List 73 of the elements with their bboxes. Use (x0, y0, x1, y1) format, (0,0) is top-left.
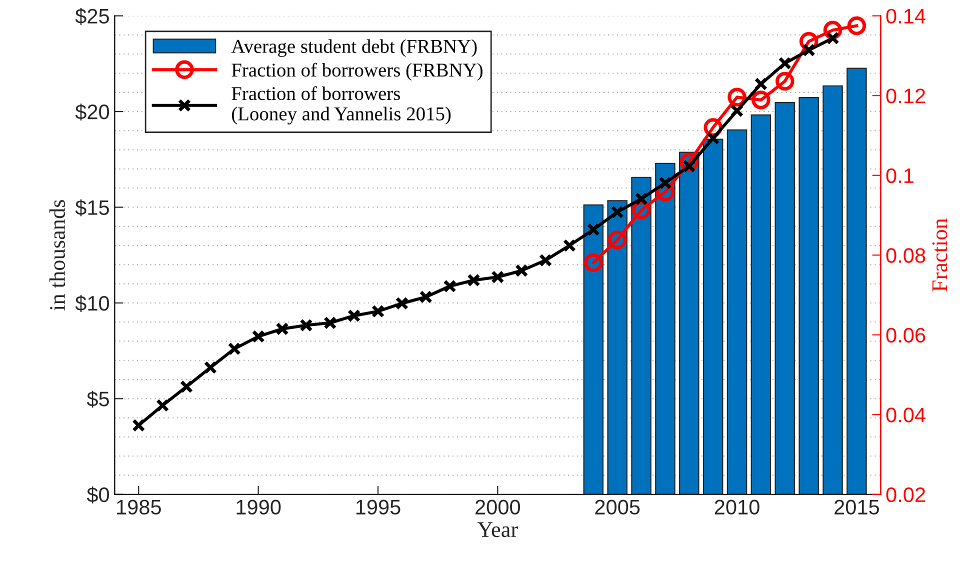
bar (607, 200, 628, 494)
point (324, 316, 337, 330)
point (608, 230, 627, 250)
bar (679, 152, 700, 494)
legend-label: Fraction of borrowers (FRBNY) (232, 62, 482, 81)
point (634, 192, 648, 206)
bar (631, 176, 652, 494)
y-tick-label: $25 (75, 8, 109, 25)
y2-tick-label: 0.04 (886, 408, 926, 422)
x-tick-label: 1995 (356, 500, 400, 515)
bar (750, 114, 772, 494)
point (586, 222, 600, 236)
point (730, 104, 744, 118)
point (276, 322, 289, 336)
point (300, 318, 313, 332)
y2-tick-label: 0.08 (886, 248, 926, 263)
point (778, 56, 792, 70)
x-tick-label: 1985 (117, 500, 161, 515)
point (419, 290, 432, 304)
bar (702, 138, 724, 494)
y2-tick-label: 0.1 (886, 168, 914, 184)
point (491, 270, 504, 284)
bar (846, 68, 867, 494)
y-tick-label: $0 (86, 486, 110, 504)
legend-label: Average student debt (FRBNY) (231, 39, 477, 57)
point (347, 309, 361, 322)
y2-axis-title: Fraction (932, 218, 948, 292)
y-tick-label: $5 (86, 390, 109, 408)
point (826, 32, 840, 45)
point (371, 304, 385, 318)
bar (774, 102, 796, 494)
bar (798, 97, 819, 494)
point (610, 205, 624, 219)
x-tick-label: 2015 (834, 500, 879, 515)
point (847, 16, 866, 36)
bar (726, 129, 748, 494)
x-tick-label: 2010 (714, 500, 760, 515)
point (776, 72, 794, 91)
point (395, 296, 409, 310)
point (802, 44, 816, 57)
point (204, 360, 218, 374)
point (752, 90, 770, 110)
point (228, 342, 241, 356)
y2-tick-label: 0.06 (886, 328, 926, 343)
point (515, 264, 528, 278)
point (443, 280, 456, 293)
x-axis-title: Year (477, 522, 518, 538)
bar (822, 85, 843, 494)
point (754, 77, 768, 91)
point (467, 274, 480, 287)
bar (583, 204, 604, 494)
point (728, 88, 746, 107)
point (658, 176, 672, 190)
x-tick-label: 1990 (236, 500, 281, 515)
point (584, 253, 603, 272)
x-tick-label: 2000 (476, 500, 520, 515)
y-axis-title: in thousands (49, 200, 66, 310)
legend-label: Fraction of borrowers (Looney and Yannelis 2015) (232, 86, 451, 124)
y-tick-label: $20 (75, 104, 110, 121)
point (156, 398, 170, 412)
y-tick-label: $15 (75, 199, 109, 216)
y2-tick-label: 0.14 (886, 8, 926, 24)
point (538, 254, 552, 267)
y-tick-label: $10 (75, 295, 110, 312)
y2-tick-label: 0.12 (886, 88, 925, 104)
x-tick-label: 2005 (595, 500, 640, 515)
y2-tick-label: 0.02 (886, 487, 925, 502)
point (252, 330, 265, 344)
point (180, 380, 194, 394)
point (562, 238, 576, 252)
point (706, 132, 720, 145)
point (132, 418, 146, 432)
bar (655, 162, 676, 494)
